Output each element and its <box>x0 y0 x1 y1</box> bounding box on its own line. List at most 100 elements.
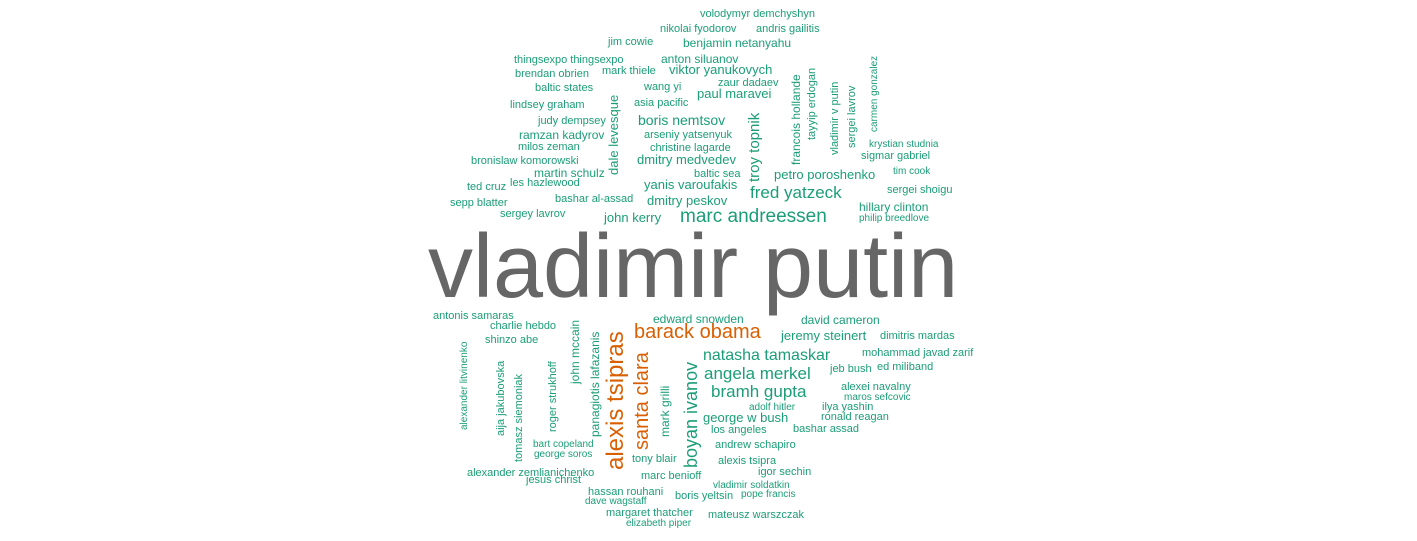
word-andris-gailitis: andris gailitis <box>756 23 820 35</box>
word-vladimir-v-putin: vladimir v putin <box>829 81 841 155</box>
word-hassan-rouhani: hassan rouhani <box>588 486 664 498</box>
word-alexis-tsipra: alexis tsipra <box>718 455 777 467</box>
word-boris-yeltsin: boris yeltsin <box>675 490 734 502</box>
word-krystian-studnia: krystian studnia <box>869 139 939 150</box>
word-ramzan-kadyrov: ramzan kadyrov <box>519 128 605 142</box>
word-mohammad-javad-zarif: mohammad javad zarif <box>862 347 974 359</box>
word-ted-cruz: ted cruz <box>467 181 507 193</box>
word-sergei-shoigu: sergei shoigu <box>887 184 953 196</box>
word-dave-wagstaff: dave wagstaff <box>585 496 647 507</box>
word-fred-yatzeck: fred yatzeck <box>750 183 842 202</box>
word-volodymyr-demchyshyn: volodymyr demchyshyn <box>700 8 815 20</box>
word-marc-andreessen: marc andreessen <box>680 206 827 227</box>
word-george-soros: george soros <box>534 449 593 460</box>
word-sigmar-gabriel: sigmar gabriel <box>861 150 931 162</box>
word-margaret-thatcher: margaret thatcher <box>606 507 693 519</box>
word-boyan-ivanov: boyan ivanov <box>681 361 701 468</box>
word-edward-snowden: edward snowden <box>653 312 744 326</box>
word-roger-strukhoff: roger strukhoff <box>547 361 559 432</box>
word-jesus-christ: jesus christ <box>526 474 582 486</box>
word-wang-yi: wang yi <box>644 81 682 93</box>
word-ed-miliband: ed miliband <box>877 361 934 373</box>
word-viktor-yanukovych: viktor yanukovych <box>669 62 773 77</box>
word-george-w-bush: george w bush <box>703 410 789 425</box>
word-bashar-al-assad: bashar al-assad <box>555 193 634 205</box>
word-bramh-gupta: bramh gupta <box>711 382 807 401</box>
word-troy-topnik: troy topnik <box>746 112 763 182</box>
word-bronislaw-komorowski: bronislaw komorowski <box>471 155 579 167</box>
word-jeb-bush: jeb bush <box>830 363 872 375</box>
word-nikolai-fyodorov: nikolai fyodorov <box>660 23 737 35</box>
word-benjamin-netanyahu: benjamin netanyahu <box>683 36 792 50</box>
word-john-kerry: john kerry <box>604 210 662 225</box>
word-alexander-zemlianichenko: alexander zemlianichenko <box>467 467 595 479</box>
word-tim-cook: tim cook <box>893 166 931 177</box>
word-carmen-gonzalez: carmen gonzalez <box>869 55 880 132</box>
word-ilya-yashin: ilya yashin <box>822 401 874 413</box>
word-sepp-blatter: sepp blatter <box>450 197 508 209</box>
word-elizabeth-piper: elizabeth piper <box>626 518 692 529</box>
word-dale-levesque: dale levesque <box>606 94 621 175</box>
word-dimitris-mardas: dimitris mardas <box>880 330 955 342</box>
word-los-angeles: los angeles <box>711 424 767 436</box>
word-asia-pacific: asia pacific <box>634 97 689 109</box>
word-dmitry-peskov: dmitry peskov <box>647 193 728 208</box>
word-john-mccain: john mccain <box>568 319 582 384</box>
word-panagiotis-lafazanis: panagiotis lafazanis <box>588 331 602 437</box>
word-thingsexpo-thingsexpo: thingsexpo thingsexpo <box>514 54 624 66</box>
word-francois-hollande: francois hollande <box>789 74 803 165</box>
word-baltic-states: baltic states <box>535 82 594 94</box>
word-aija-jakubovska: aija jakubovska <box>495 360 507 436</box>
word-shinzo-abe: shinzo abe <box>485 334 539 346</box>
word-petro-poroshenko: petro poroshenko <box>774 167 876 182</box>
word-christine-lagarde: christine lagarde <box>650 142 731 154</box>
word-antonis-samaras: antonis samaras <box>433 310 514 322</box>
word-tomasz-siemoniak: tomasz siemoniak <box>513 373 525 462</box>
word-arseniy-yatsenyuk: arseniy yatsenyuk <box>644 129 733 141</box>
word-bart-copeland: bart copeland <box>533 439 594 450</box>
word-adolf-hitler: adolf hitler <box>749 402 796 413</box>
word-philip-breedlove: philip breedlove <box>859 213 930 224</box>
word-bashar-assad: bashar assad <box>793 423 860 435</box>
word-hillary-clinton: hillary clinton <box>859 200 929 214</box>
word-judy-dempsey: judy dempsey <box>538 115 606 127</box>
word-brendan-obrien: brendan obrien <box>515 68 590 80</box>
word-alexis-tsipras: alexis tsipras <box>602 331 629 470</box>
word-david-cameron: david cameron <box>801 313 880 327</box>
word-yanis-varoufakis: yanis varoufakis <box>644 177 738 192</box>
word-tony-blair: tony blair <box>632 453 677 465</box>
word-vladimir-soldatkin: vladimir soldatkin <box>713 480 790 491</box>
word-tayyip-erdogan: tayyip erdogan <box>806 67 818 140</box>
word-maros-sefcovic: maros sefcovic <box>844 392 911 403</box>
word-jeremy-steinert: jeremy steinert <box>781 328 867 343</box>
word-barack-obama: barack obama <box>634 321 761 343</box>
word-mark-thiele: mark thiele <box>602 65 656 77</box>
word-ronald-reagan: ronald reagan <box>821 411 889 423</box>
word-vladimir-putin: vladimir putin <box>428 217 959 317</box>
word-paul-maravei: paul maravei <box>697 86 772 101</box>
word-sergey-lavrov: sergey lavrov <box>500 208 566 220</box>
word-andrew-schapiro: andrew schapiro <box>715 439 796 451</box>
word-igor-sechin: igor sechin <box>758 466 812 478</box>
word-dmitry-medvedev: dmitry medvedev <box>637 152 736 167</box>
word-lindsey-graham: lindsey graham <box>510 99 585 111</box>
word-sergei-lavrov: sergei lavrov <box>846 85 858 148</box>
word-mark-grilli: mark grilli <box>658 385 672 437</box>
word-jim-cowie: jim cowie <box>608 36 654 48</box>
word-charlie-hebdo: charlie hebdo <box>490 320 557 332</box>
word-zaur-dadaev: zaur dadaev <box>718 77 779 89</box>
word-les-hazlewood: les hazlewood <box>510 177 580 189</box>
word-angela-merkel: angela merkel <box>704 364 811 383</box>
word-mateusz-warszczak: mateusz warszczak <box>708 509 804 521</box>
word-santa-clara: santa clara <box>631 352 653 450</box>
word-pope-francis: pope francis <box>741 489 796 500</box>
word-milos-zeman: milos zeman <box>518 141 580 153</box>
word-alexander-litvinenko: alexander litvinenko <box>459 341 470 430</box>
word-baltic-sea: baltic sea <box>694 168 741 180</box>
word-alexei-navalny: alexei navalny <box>841 381 911 393</box>
word-boris-nemtsov: boris nemtsov <box>638 112 726 128</box>
word-anton-siluanov: anton siluanov <box>661 52 739 66</box>
word-martin-schulz: martin schulz <box>534 166 605 180</box>
word-natasha-tamaskar: natasha tamaskar <box>703 347 831 364</box>
